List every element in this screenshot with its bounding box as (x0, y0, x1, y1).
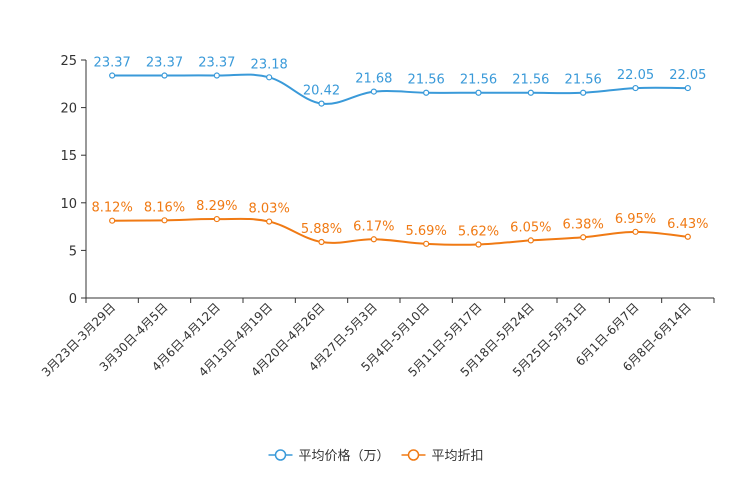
legend-marker-icon (407, 449, 420, 461)
legend-item-2[interactable]: 平均折扣 (401, 449, 484, 464)
series-line (112, 217, 688, 246)
legend-label: 平均价格（万） (299, 448, 390, 464)
data-point[interactable] (370, 236, 377, 243)
series-line (112, 73, 688, 105)
data-label: 5.62% (458, 224, 499, 239)
legend-label: 平均折扣 (432, 449, 484, 464)
data-label: 21.68 (355, 72, 392, 87)
data-label: 21.56 (460, 73, 497, 88)
y-tick-label: 15 (60, 149, 77, 164)
data-label: 21.56 (565, 73, 602, 88)
y-tick-label: 25 (60, 54, 77, 69)
data-label: 6.43% (667, 217, 708, 232)
legend-item-1[interactable]: 平均价格（万） (268, 448, 390, 464)
data-point[interactable] (580, 89, 587, 96)
data-label: 22.05 (617, 68, 654, 83)
data-point[interactable] (109, 217, 116, 224)
y-tick-label: 0 (69, 292, 77, 307)
data-label: 6.05% (510, 220, 551, 235)
data-point[interactable] (213, 72, 220, 79)
y-tick-label: 20 (60, 102, 77, 117)
legend-marker-icon (274, 449, 287, 461)
data-point[interactable] (475, 241, 482, 248)
data-point[interactable] (684, 233, 691, 240)
data-point[interactable] (632, 84, 639, 92)
data-point[interactable] (527, 89, 534, 96)
series-1: 23.37 23.37 23.37 23.18 20.42 21.68 21.56 21.56… (94, 56, 706, 107)
data-label: 23.37 (146, 56, 183, 71)
data-label: 8.16% (144, 200, 185, 215)
data-point[interactable] (213, 215, 220, 223)
data-label: 6.17% (353, 219, 394, 234)
data-point[interactable] (684, 84, 691, 92)
data-label: 21.56 (512, 73, 549, 88)
data-label: 20.42 (303, 84, 340, 99)
data-label: 6.38% (563, 217, 604, 232)
data-label: 21.56 (408, 73, 445, 88)
data-point[interactable] (423, 89, 430, 96)
data-point[interactable] (527, 237, 534, 244)
data-point[interactable] (423, 240, 430, 247)
data-label: 8.03% (249, 202, 290, 217)
series-layer: 23.37 23.37 23.37 23.18 20.42 21.68 21.56 21.56… (92, 56, 708, 248)
data-point[interactable] (370, 88, 377, 95)
data-point[interactable] (580, 234, 587, 241)
series-2: 8.12% 8.16% 8.29% 8.03% 5.88% 6.17% 5.69% 5.62%… (92, 199, 708, 248)
data-point[interactable] (318, 238, 325, 246)
data-point[interactable] (632, 228, 639, 235)
data-point[interactable] (266, 218, 273, 225)
data-label: 23.37 (198, 56, 235, 71)
data-point[interactable] (109, 72, 116, 79)
data-point[interactable] (161, 72, 168, 79)
data-label: 23.18 (251, 57, 288, 72)
data-label: 22.05 (669, 68, 706, 83)
data-label: 5.88% (301, 222, 342, 237)
data-point[interactable] (475, 89, 482, 96)
y-axis: 0 5 10 15 20 25 (60, 54, 87, 307)
data-label: 5.69% (406, 224, 447, 239)
y-tick-label: 5 (69, 244, 77, 259)
data-label: 23.37 (94, 56, 131, 71)
data-label: 8.29% (196, 199, 237, 214)
data-point[interactable] (266, 74, 273, 81)
data-point[interactable] (161, 217, 168, 224)
data-label: 6.95% (615, 212, 656, 227)
x-axis: 3月23日-3月29日3月30日-4月5日4月6日-4月12日4月13日-4月1… (39, 297, 715, 380)
legend[interactable]: 平均价格（万） 平均折扣 (268, 448, 484, 464)
y-tick-label: 10 (60, 197, 77, 212)
data-point[interactable] (318, 100, 325, 107)
data-label: 8.12% (92, 201, 133, 216)
